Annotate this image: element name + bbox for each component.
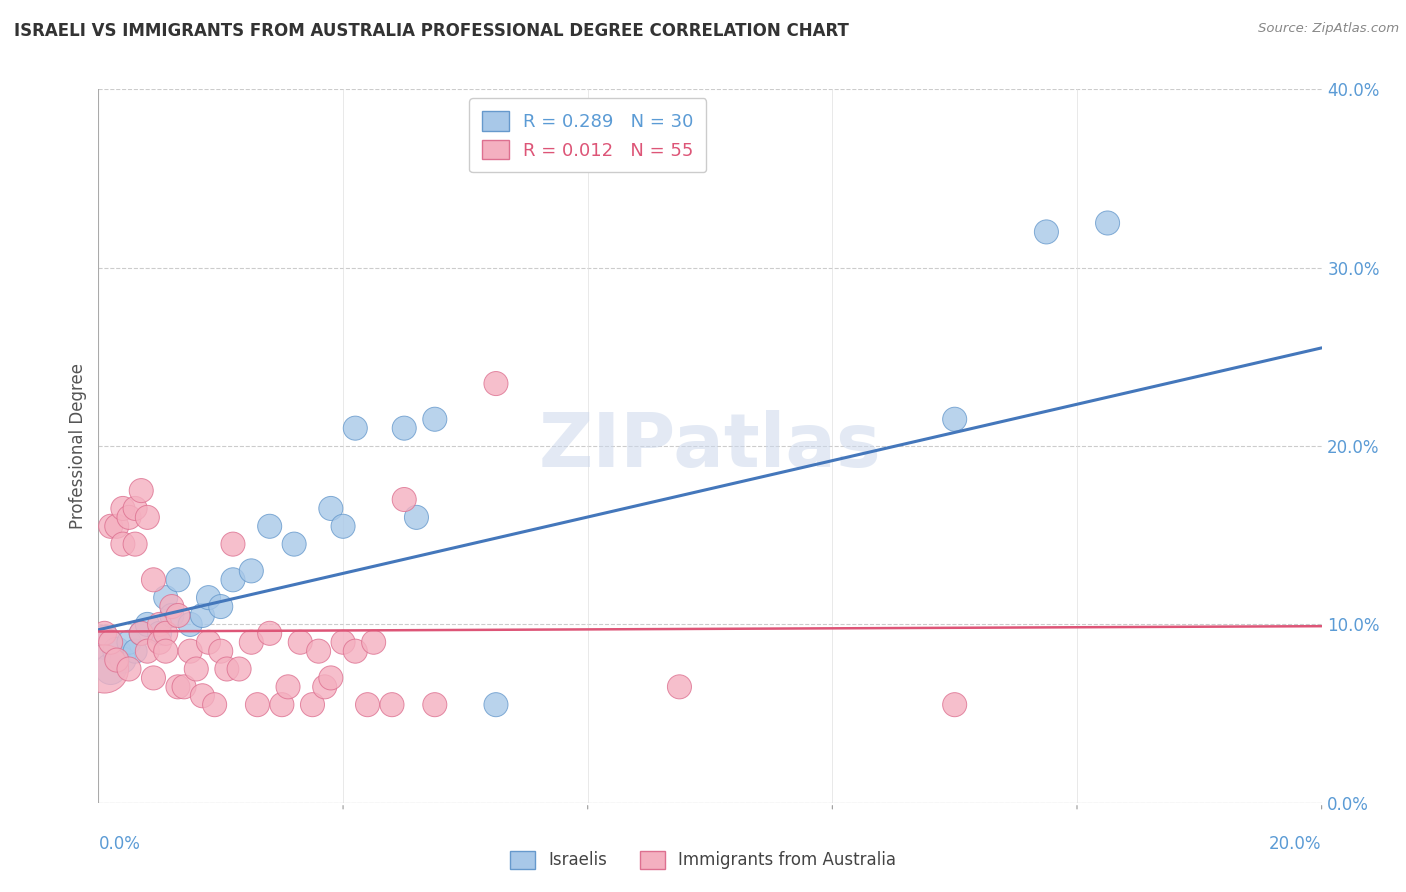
Point	[356, 698, 378, 712]
Point	[277, 680, 299, 694]
Point	[392, 421, 416, 435]
Point	[160, 599, 183, 614]
Point	[129, 626, 152, 640]
Point	[215, 662, 238, 676]
Point	[93, 662, 115, 676]
Point	[167, 680, 190, 694]
Text: ISRAELI VS IMMIGRANTS FROM AUSTRALIA PROFESSIONAL DEGREE CORRELATION CHART: ISRAELI VS IMMIGRANTS FROM AUSTRALIA PRO…	[14, 22, 849, 40]
Point	[155, 626, 177, 640]
Point	[363, 635, 385, 649]
Point	[485, 376, 508, 391]
Point	[270, 698, 292, 712]
Point	[209, 599, 232, 614]
Point	[93, 626, 115, 640]
Point	[240, 564, 263, 578]
Point	[228, 662, 250, 676]
Point	[100, 662, 122, 676]
Point	[943, 698, 966, 712]
Point	[124, 537, 146, 551]
Point	[259, 519, 281, 533]
Point	[1035, 225, 1057, 239]
Point	[155, 591, 177, 605]
Point	[405, 510, 427, 524]
Point	[240, 635, 263, 649]
Point	[105, 519, 128, 533]
Point	[179, 644, 201, 658]
Point	[186, 662, 208, 676]
Point	[1097, 216, 1119, 230]
Point	[105, 653, 128, 667]
Point	[191, 608, 214, 623]
Legend: Israelis, Immigrants from Australia: Israelis, Immigrants from Australia	[499, 840, 907, 880]
Point	[105, 644, 128, 658]
Text: 20.0%: 20.0%	[1270, 835, 1322, 853]
Point	[344, 644, 367, 658]
Point	[136, 617, 159, 632]
Point	[319, 671, 342, 685]
Legend: R = 0.289   N = 30, R = 0.012   N = 55: R = 0.289 N = 30, R = 0.012 N = 55	[470, 98, 706, 172]
Point	[111, 501, 134, 516]
Point	[209, 644, 232, 658]
Point	[136, 510, 159, 524]
Point	[118, 635, 141, 649]
Point	[124, 501, 146, 516]
Text: ZIPatlas: ZIPatlas	[538, 409, 882, 483]
Point	[283, 537, 305, 551]
Point	[100, 635, 122, 649]
Point	[173, 680, 195, 694]
Point	[167, 608, 190, 623]
Point	[344, 421, 367, 435]
Text: 0.0%: 0.0%	[98, 835, 141, 853]
Point	[100, 519, 122, 533]
Point	[290, 635, 312, 649]
Point	[668, 680, 690, 694]
Point	[197, 591, 219, 605]
Point	[160, 608, 183, 623]
Point	[129, 483, 152, 498]
Point	[423, 412, 446, 426]
Point	[142, 671, 165, 685]
Point	[118, 510, 141, 524]
Point	[943, 412, 966, 426]
Point	[392, 492, 416, 507]
Point	[308, 644, 330, 658]
Point	[319, 501, 342, 516]
Point	[111, 537, 134, 551]
Y-axis label: Professional Degree: Professional Degree	[69, 363, 87, 529]
Point	[149, 626, 172, 640]
Point	[149, 635, 172, 649]
Point	[259, 626, 281, 640]
Point	[246, 698, 269, 712]
Point	[314, 680, 336, 694]
Point	[332, 519, 354, 533]
Point	[155, 644, 177, 658]
Point	[204, 698, 226, 712]
Point	[167, 573, 190, 587]
Point	[197, 635, 219, 649]
Point	[149, 617, 172, 632]
Point	[381, 698, 404, 712]
Point	[222, 537, 245, 551]
Text: Source: ZipAtlas.com: Source: ZipAtlas.com	[1258, 22, 1399, 36]
Point	[111, 653, 134, 667]
Point	[136, 644, 159, 658]
Point	[222, 573, 245, 587]
Point	[179, 617, 201, 632]
Point	[485, 698, 508, 712]
Point	[124, 644, 146, 658]
Point	[142, 573, 165, 587]
Point	[129, 626, 152, 640]
Point	[191, 689, 214, 703]
Point	[423, 698, 446, 712]
Point	[93, 635, 115, 649]
Point	[118, 662, 141, 676]
Point	[332, 635, 354, 649]
Point	[301, 698, 323, 712]
